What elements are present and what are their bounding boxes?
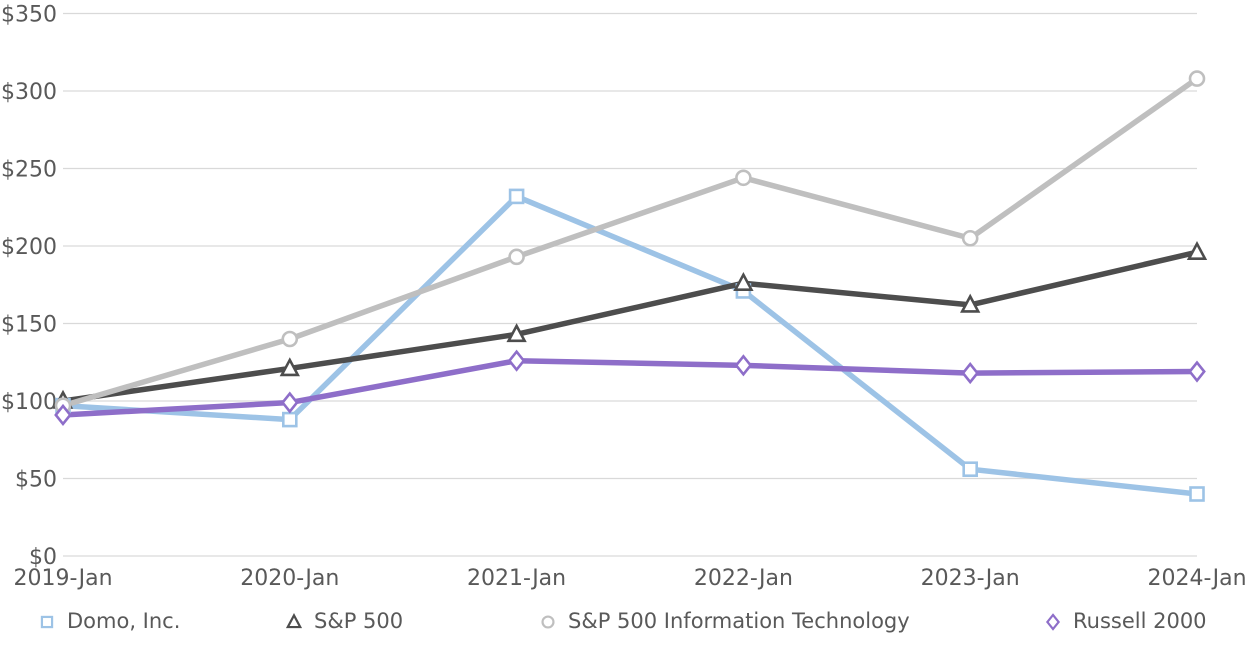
legend-label: Domo, Inc. [67, 609, 181, 633]
circle-data-point-marker [541, 615, 555, 629]
y-axis-tick-label: $250 [1, 158, 57, 183]
y-axis-tick-label: $200 [1, 235, 57, 260]
circle-data-point-marker [1188, 70, 1206, 87]
x-axis-tick-label: 2019-Jan [13, 566, 112, 591]
series-line-domo-inc [62, 193, 1198, 497]
diamond-data-point-marker [54, 403, 72, 427]
square-marker-icon [36, 610, 58, 632]
chart-legend: Domo, Inc. S&P 500 S&P 500 Information T… [0, 608, 1250, 642]
square-data-point-marker [1189, 486, 1205, 502]
circle-data-point-marker [735, 169, 752, 187]
diamond-data-point-marker [1045, 613, 1061, 631]
legend-item-sp-500-information-technology: S&P 500 Information Technology [537, 608, 910, 634]
y-axis-tick-label: $300 [1, 80, 57, 105]
plot-area: $0 $50 $100 $150 $200 $250 $300 $350 2019-Jan 202… [1, 3, 1247, 592]
y-axis-tick-label: $100 [1, 390, 57, 415]
square-data-point-marker [40, 615, 54, 629]
diamond-data-point-marker [507, 349, 526, 372]
legend-item-russell-2000: Russell 2000 [1042, 608, 1207, 634]
legend-label: S&P 500 Information Technology [568, 609, 910, 633]
series-line-russell-2000 [62, 357, 1198, 418]
x-axis-tick-label: 2020-Jan [240, 566, 339, 591]
x-axis-tick-label: 2023-Jan [921, 566, 1020, 591]
triangle-data-point-marker [733, 271, 754, 292]
x-axis-tick-label: 2024-Jan [1147, 566, 1246, 591]
circle-data-point-marker [961, 229, 979, 247]
square-data-point-marker [508, 188, 525, 205]
legend-item-sp-500: S&P 500 [283, 608, 403, 634]
triangle-data-point-marker [279, 357, 300, 377]
circle-marker-icon [537, 610, 559, 632]
legend-label: Russell 2000 [1073, 609, 1207, 633]
x-axis-tick-label: 2022-Jan [694, 566, 793, 591]
x-axis-tick-label: 2021-Jan [467, 566, 566, 591]
y-axis-tick-label: $50 [15, 468, 57, 493]
diamond-data-point-marker [961, 362, 980, 385]
square-data-point-marker [281, 411, 298, 428]
diamond-data-point-marker [280, 391, 299, 414]
legend-label: S&P 500 [314, 609, 404, 633]
y-axis-tick-label: $350 [1, 3, 57, 28]
series-line-s-p-500 [62, 249, 1198, 404]
legend-item-domo-inc: Domo, Inc. [36, 608, 180, 634]
square-data-point-marker [962, 461, 979, 478]
triangle-marker-icon [283, 610, 305, 632]
y-axis-tick-label: $0 [29, 545, 57, 570]
diamond-data-point-marker [734, 354, 753, 377]
circle-data-point-marker [281, 330, 299, 348]
triangle-data-point-marker [285, 613, 303, 629]
diamond-marker-icon [1042, 610, 1064, 632]
y-axis-tick-label: $150 [1, 313, 57, 338]
triangle-data-point-marker [506, 323, 527, 343]
triangle-data-point-marker [960, 293, 981, 313]
triangle-data-point-marker [1186, 240, 1208, 261]
diamond-data-point-marker [1188, 360, 1206, 383]
circle-data-point-marker [508, 248, 525, 266]
series-line-s-p-500-information-technology [62, 76, 1199, 409]
